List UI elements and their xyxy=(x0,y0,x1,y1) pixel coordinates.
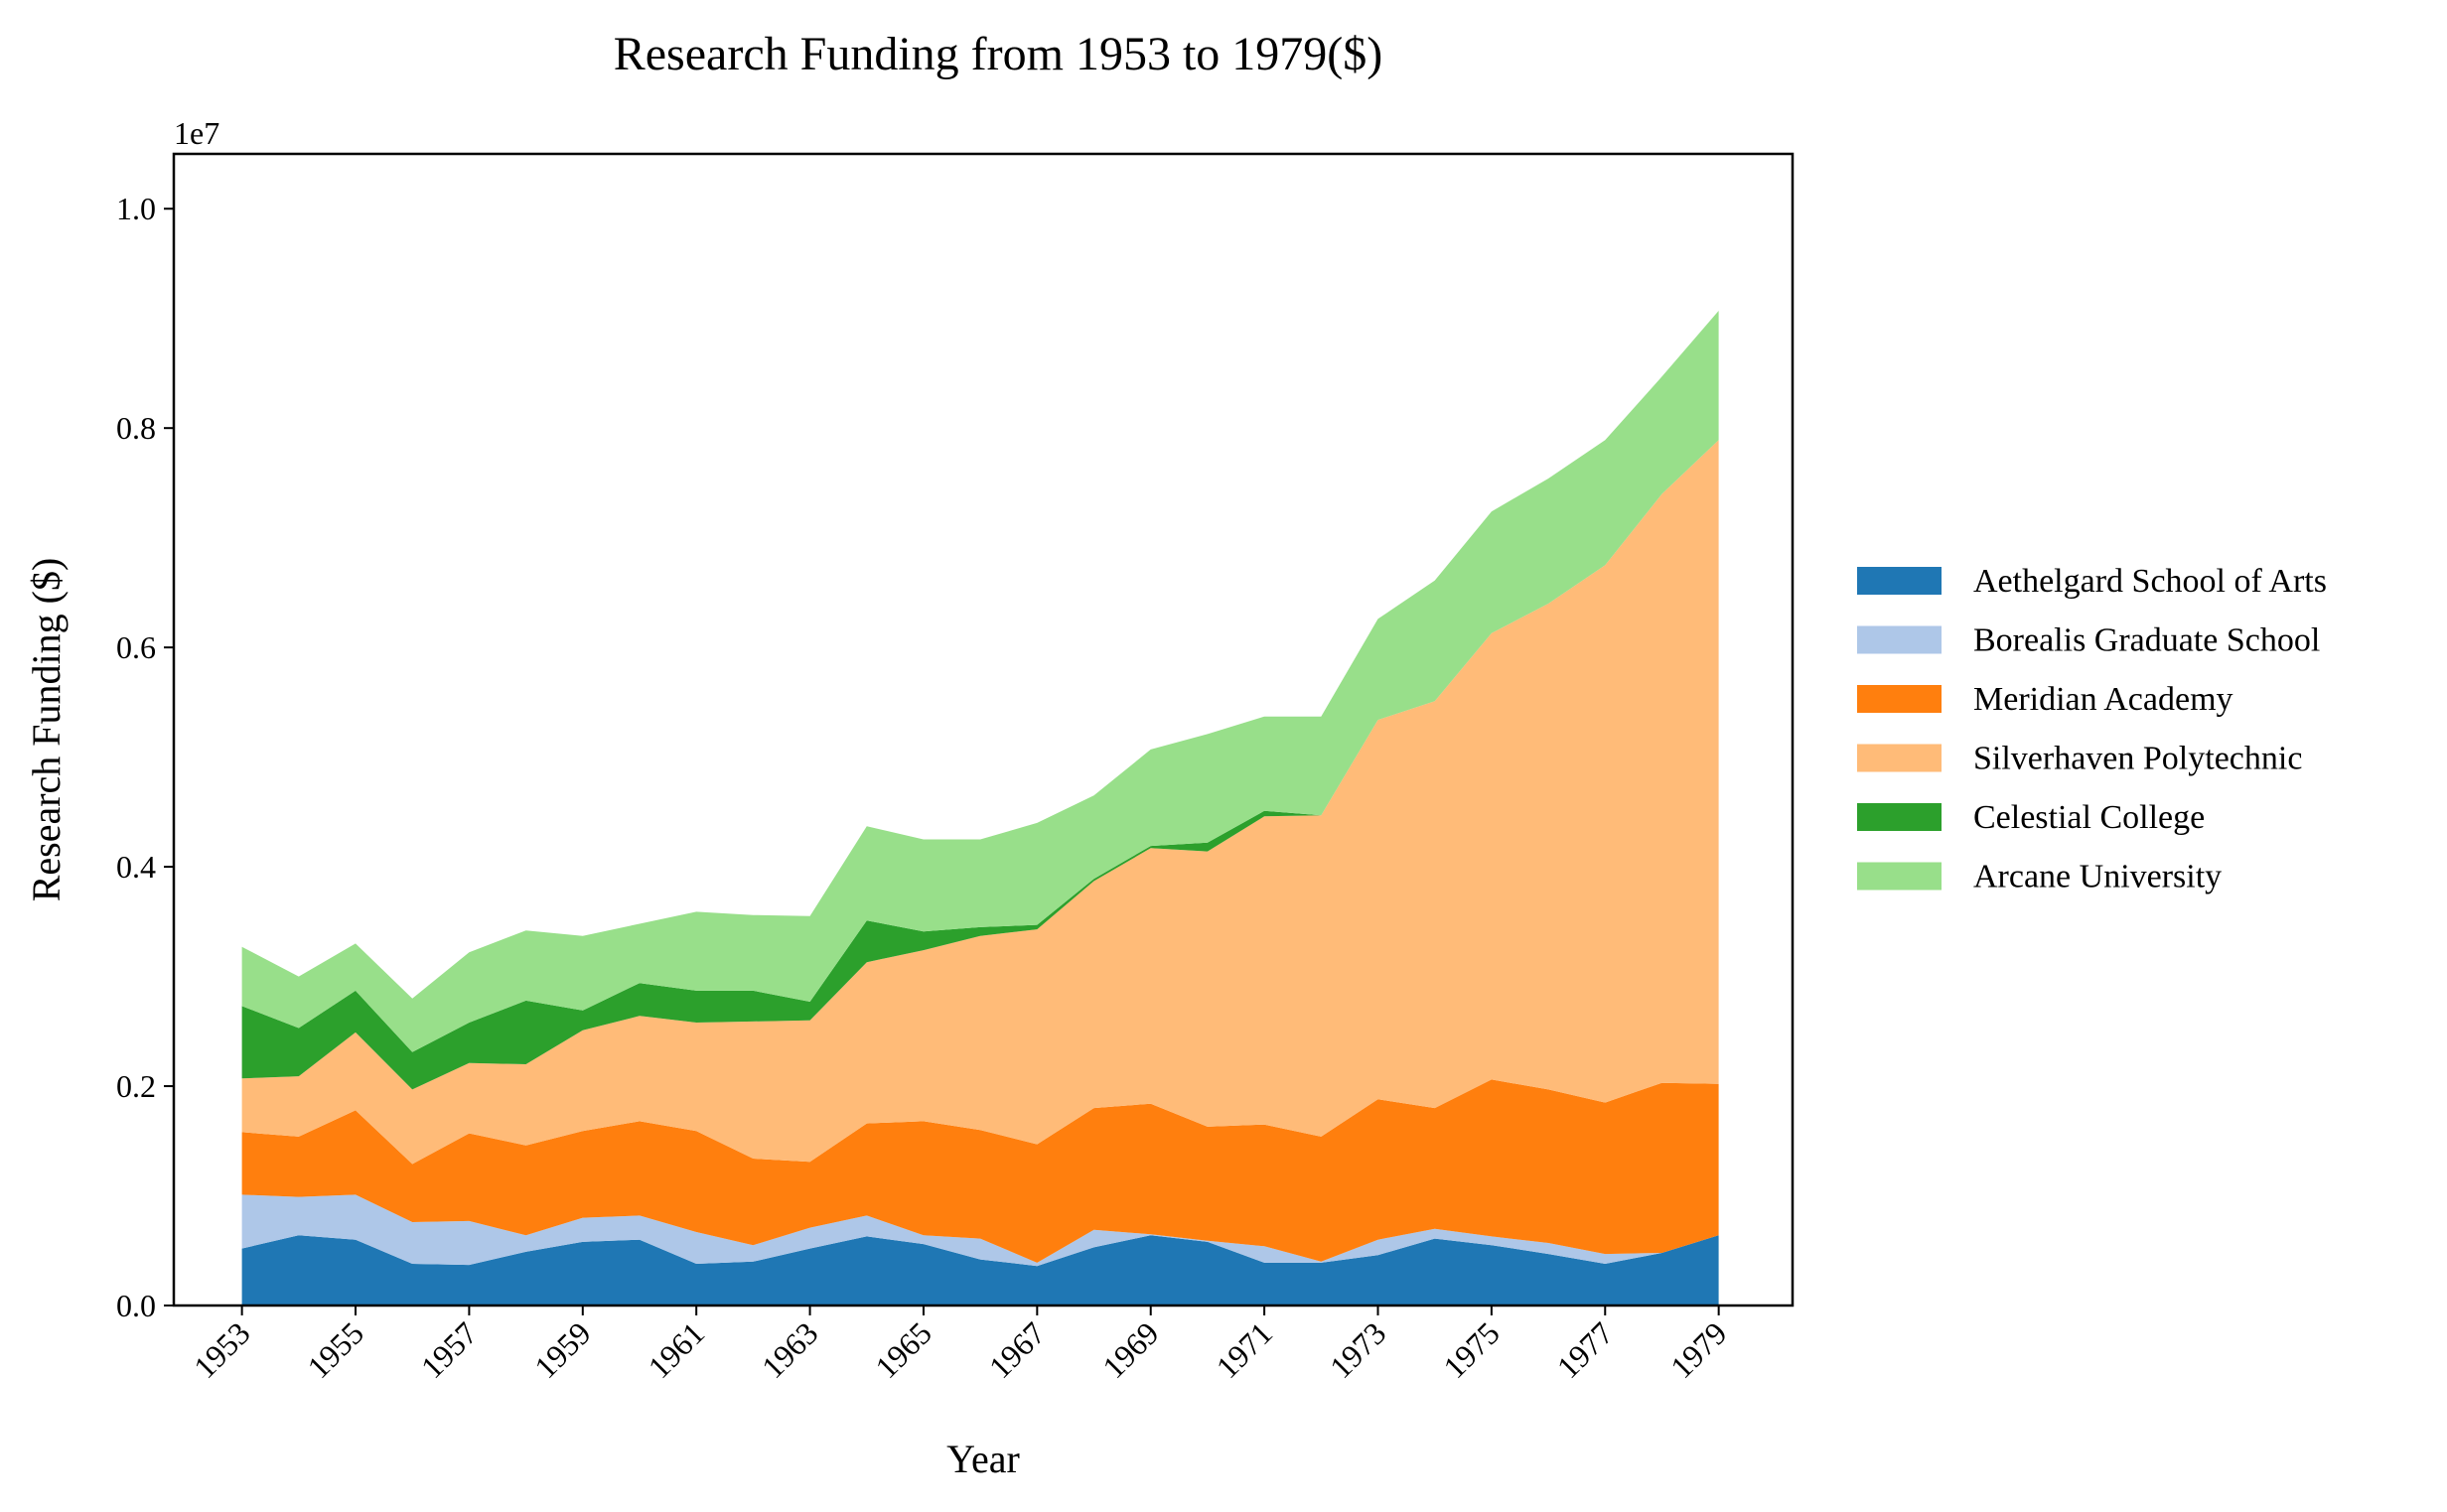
legend-item: Arcane University xyxy=(1857,859,2222,895)
y-offset-label: 1e7 xyxy=(174,115,219,151)
area-series-3 xyxy=(241,440,1719,1165)
x-tick-label: 1973 xyxy=(1323,1314,1393,1385)
legend-label: Arcane University xyxy=(1973,859,2222,895)
areas-layer xyxy=(241,311,1719,1306)
legend-label: Silverhaven Polytechnic xyxy=(1973,741,2302,777)
legend-label: Borealis Graduate School xyxy=(1973,622,2320,659)
legend-swatch xyxy=(1857,744,1942,772)
x-axis-label: Year xyxy=(946,1437,1020,1481)
y-tick-label: 0.8 xyxy=(116,410,156,446)
area-series-0 xyxy=(241,1235,1719,1306)
y-tick-label: 0.6 xyxy=(116,629,156,665)
legend-swatch xyxy=(1857,685,1942,713)
y-tick-label: 1.0 xyxy=(116,191,156,226)
legend: Aethelgard School of Arts Borealis Gradua… xyxy=(1857,563,2327,895)
x-tick-label: 1963 xyxy=(755,1314,825,1385)
x-tick-label: 1961 xyxy=(641,1314,711,1385)
x-tick-label: 1971 xyxy=(1209,1314,1279,1385)
plot-frame xyxy=(172,152,1795,1307)
x-tick-label: 1953 xyxy=(187,1314,257,1385)
y-tick-label: 0.2 xyxy=(116,1068,156,1104)
area-series-1 xyxy=(241,1194,1719,1267)
legend-swatch xyxy=(1857,625,1942,654)
legend-swatch xyxy=(1857,803,1942,831)
x-tick-label: 1955 xyxy=(300,1314,370,1385)
y-axis: 0.0 0.2 0.4 0.6 0.8 1.0 xyxy=(116,191,174,1323)
area-series-2 xyxy=(241,1079,1719,1263)
legend-item: Celestial College xyxy=(1857,799,2205,836)
x-tick-label: 1965 xyxy=(868,1314,938,1385)
legend-swatch xyxy=(1857,862,1942,891)
legend-item: Borealis Graduate School xyxy=(1857,622,2320,659)
legend-item: Silverhaven Polytechnic xyxy=(1857,741,2302,777)
x-tick-label: 1959 xyxy=(527,1314,598,1385)
legend-item: Aethelgard School of Arts xyxy=(1857,563,2327,600)
x-axis: 1953 1955 1957 1959 1961 1963 1965 1967 1969 1971… xyxy=(187,1306,1734,1385)
x-tick-label: 1977 xyxy=(1550,1314,1621,1385)
legend-label: Celestial College xyxy=(1973,799,2205,836)
area-series-5 xyxy=(241,311,1719,1052)
x-tick-label: 1975 xyxy=(1436,1314,1507,1385)
x-tick-label: 1969 xyxy=(1095,1314,1166,1385)
y-tick-label: 0.0 xyxy=(116,1288,156,1323)
x-tick-label: 1967 xyxy=(982,1314,1053,1385)
y-tick-label: 0.4 xyxy=(116,849,156,885)
legend-swatch xyxy=(1857,567,1942,595)
legend-label: Meridian Academy xyxy=(1973,681,2233,718)
legend-label: Aethelgard School of Arts xyxy=(1973,563,2327,600)
x-tick-label: 1979 xyxy=(1663,1314,1734,1385)
chart-title: Research Funding from 1953 to 1979($) xyxy=(614,28,1383,80)
x-tick-label: 1957 xyxy=(414,1314,485,1385)
y-axis-label: Research Funding ($) xyxy=(24,558,69,902)
legend-item: Meridian Academy xyxy=(1857,681,2233,718)
